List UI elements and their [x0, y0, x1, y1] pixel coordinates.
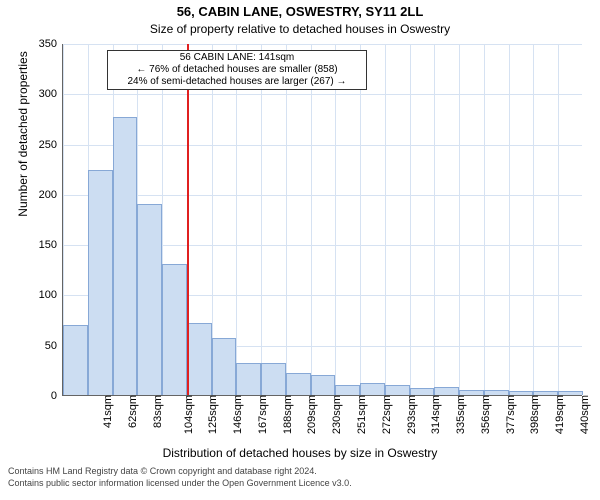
histogram-bar: [236, 363, 261, 395]
chart-container: 56, CABIN LANE, OSWESTRY, SY11 2LL Size …: [0, 0, 600, 500]
gridline-h: [63, 195, 582, 196]
histogram-bar: [187, 323, 212, 395]
histogram-bar: [335, 385, 360, 395]
histogram-bar: [261, 363, 286, 395]
annotation-line: 24% of semi-detached houses are larger (…: [110, 76, 364, 88]
x-tick-label: 335sqm: [451, 395, 467, 434]
gridline-v: [558, 44, 559, 395]
x-tick-label: 125sqm: [204, 395, 220, 434]
reference-line: [187, 44, 189, 395]
x-tick-label: 41sqm: [98, 395, 114, 428]
plot-area: 05010015020025030035041sqm62sqm83sqm104s…: [62, 44, 582, 396]
x-tick-label: 104sqm: [179, 395, 195, 434]
credit-line: Contains public sector information licen…: [8, 478, 352, 490]
histogram-bar: [88, 170, 113, 395]
gridline-v: [410, 44, 411, 395]
y-tick-label: 250: [39, 139, 63, 151]
x-tick-label: 188sqm: [278, 395, 294, 434]
x-tick-label: 167sqm: [253, 395, 269, 434]
histogram-bar: [113, 117, 138, 395]
gridline-v: [360, 44, 361, 395]
x-axis-label: Distribution of detached houses by size …: [0, 446, 600, 460]
gridline-v: [509, 44, 510, 395]
gridline-v: [434, 44, 435, 395]
credit-line: Contains HM Land Registry data © Crown c…: [8, 466, 352, 478]
x-tick-label: 377sqm: [501, 395, 517, 434]
gridline-h: [63, 94, 582, 95]
histogram-bar: [360, 383, 385, 395]
y-tick-label: 200: [39, 189, 63, 201]
gridline-v: [236, 44, 237, 395]
x-tick-label: 230sqm: [327, 395, 343, 434]
gridline-v: [459, 44, 460, 395]
histogram-bar: [63, 325, 88, 395]
y-tick-label: 0: [51, 390, 63, 402]
x-tick-label: 251sqm: [352, 395, 368, 434]
histogram-bar: [434, 387, 459, 395]
histogram-bar: [459, 390, 484, 395]
histogram-bar: [311, 375, 336, 395]
annotation-line: 56 CABIN LANE: 141sqm: [110, 52, 364, 64]
gridline-v: [311, 44, 312, 395]
gridline-v: [484, 44, 485, 395]
histogram-bar: [162, 264, 187, 395]
x-tick-label: 272sqm: [377, 395, 393, 434]
y-tick-label: 50: [45, 340, 63, 352]
x-tick-label: 398sqm: [525, 395, 541, 434]
x-tick-label: 293sqm: [402, 395, 418, 434]
histogram-bar: [558, 391, 583, 395]
gridline-v: [286, 44, 287, 395]
histogram-bar: [484, 390, 509, 395]
chart-title: 56, CABIN LANE, OSWESTRY, SY11 2LL: [0, 4, 600, 19]
y-axis-label: Number of detached properties: [16, 0, 30, 310]
x-tick-label: 83sqm: [148, 395, 164, 428]
x-tick-label: 62sqm: [123, 395, 139, 428]
histogram-bar: [410, 388, 435, 395]
x-tick-label: 419sqm: [550, 395, 566, 434]
x-tick-label: 314sqm: [426, 395, 442, 434]
credits: Contains HM Land Registry data © Crown c…: [8, 466, 352, 489]
x-tick-label: 356sqm: [476, 395, 492, 434]
histogram-bar: [533, 391, 558, 395]
gridline-h: [63, 44, 582, 45]
annotation-line: ← 76% of detached houses are smaller (85…: [110, 64, 364, 76]
x-tick-label: 440sqm: [575, 395, 591, 434]
y-tick-label: 100: [39, 289, 63, 301]
annotation-box: 56 CABIN LANE: 141sqm ← 76% of detached …: [107, 50, 367, 90]
histogram-bar: [286, 373, 311, 395]
gridline-v: [335, 44, 336, 395]
histogram-bar: [137, 204, 162, 395]
x-tick-label: 146sqm: [228, 395, 244, 434]
y-tick-label: 350: [39, 38, 63, 50]
histogram-bar: [385, 385, 410, 395]
gridline-v: [533, 44, 534, 395]
y-tick-label: 150: [39, 239, 63, 251]
gridline-v: [261, 44, 262, 395]
histogram-bar: [212, 338, 237, 395]
gridline-v: [385, 44, 386, 395]
chart-subtitle: Size of property relative to detached ho…: [0, 22, 600, 36]
x-tick-label: 209sqm: [303, 395, 319, 434]
gridline-h: [63, 145, 582, 146]
histogram-bar: [509, 391, 534, 395]
y-tick-label: 300: [39, 88, 63, 100]
